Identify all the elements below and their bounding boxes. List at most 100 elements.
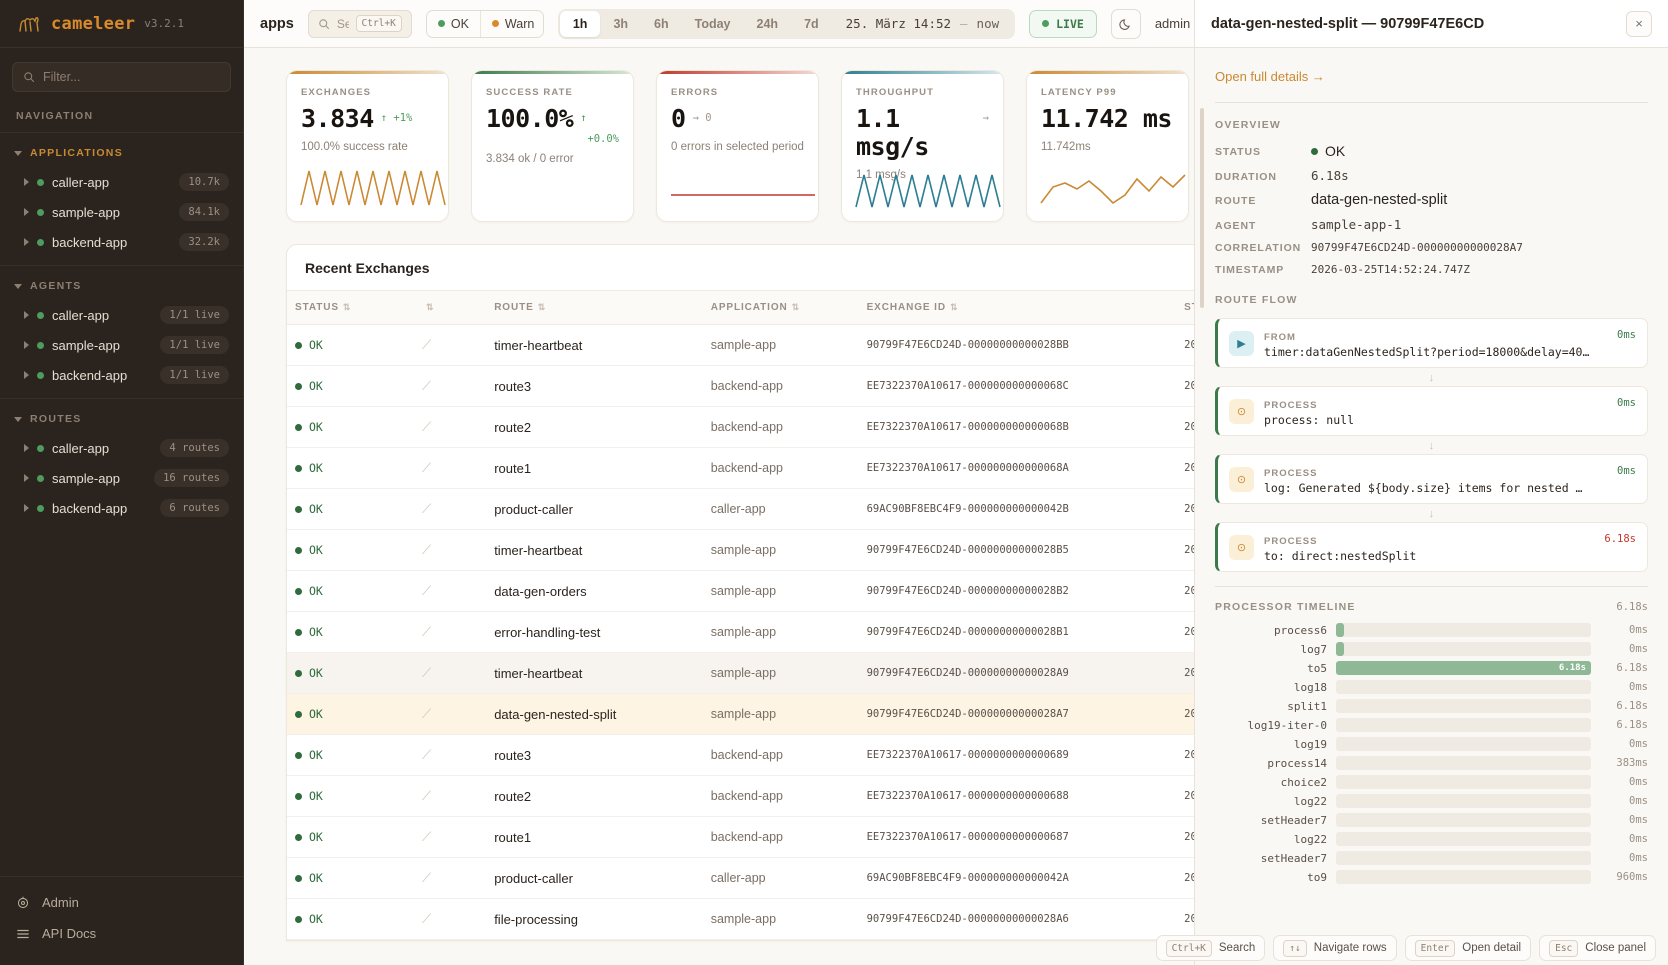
tab-range-today[interactable]: Today bbox=[694, 16, 731, 31]
tab-range-3h[interactable]: 3h bbox=[613, 16, 629, 31]
overview-value: 90799F47E6CD24D-00000000000028A7 bbox=[1311, 241, 1523, 254]
sidebar-routes-backend-app[interactable]: backend-app 6 routes bbox=[0, 493, 243, 523]
panel-scrollbar[interactable] bbox=[1200, 108, 1204, 308]
sparkline-errors bbox=[671, 194, 815, 196]
cell-exchange-id: 90799F47E6CD24D-00000000000028B1 bbox=[858, 611, 1177, 653]
sidebar-item-admin[interactable]: Admin bbox=[0, 887, 243, 918]
timeline-row[interactable]: log22 0ms bbox=[1215, 794, 1648, 808]
kpi-card-throughput[interactable]: THROUGHPUT 1.1 msg/s → 1.1 msg/s bbox=[841, 70, 1004, 222]
timeline-row[interactable]: log22 0ms bbox=[1215, 832, 1648, 846]
overview-row-agent: AGENT sample-app-1 bbox=[1215, 217, 1648, 232]
chip-ok[interactable]: OK bbox=[427, 10, 481, 37]
col-spark[interactable]: ⇅ bbox=[414, 291, 487, 325]
sidebar-item-badge: 1/1 live bbox=[160, 366, 229, 384]
sidebar-routes-caller-app[interactable]: caller-app 4 routes bbox=[0, 433, 243, 463]
sidebar-item-caller-app[interactable]: caller-app 10.7k bbox=[0, 167, 243, 197]
route-flow-step[interactable]: ▶ FROM timer:dataGenNestedSplit?period=180… bbox=[1215, 318, 1648, 368]
cell-sparkline: ⟋ bbox=[414, 775, 487, 817]
timeline-row[interactable]: to9 960ms bbox=[1215, 870, 1648, 884]
timeline-row[interactable]: setHeader7 0ms bbox=[1215, 851, 1648, 865]
section-header-routes[interactable]: ROUTES bbox=[0, 409, 243, 433]
sidebar-item-label: caller-app bbox=[52, 174, 110, 190]
search-icon bbox=[24, 72, 35, 83]
open-full-details-link[interactable]: Open full details → bbox=[1215, 69, 1325, 84]
sort-icon: ⇅ bbox=[342, 302, 352, 312]
filter-box[interactable] bbox=[12, 62, 231, 92]
timeline-duration: 0ms bbox=[1629, 738, 1648, 750]
timeline-row[interactable]: log18 0ms bbox=[1215, 680, 1648, 694]
tab-range-1h[interactable]: 1h bbox=[559, 10, 601, 37]
timeline-bar-track bbox=[1336, 756, 1591, 770]
sidebar-item-backend-app[interactable]: backend-app 32.2k bbox=[0, 227, 243, 257]
route-flow-step[interactable]: ⊙ PROCESS log: Generated ${body.size} item… bbox=[1215, 454, 1648, 504]
cell-exchange-id: EE7322370A10617-000000000000068B bbox=[858, 406, 1177, 448]
search-input[interactable]: Sea... Ctrl+K bbox=[307, 9, 412, 38]
sidebar-item-api-docs[interactable]: API Docs bbox=[0, 918, 243, 949]
cell-exchange-id: 90799F47E6CD24D-00000000000028B2 bbox=[858, 570, 1177, 612]
cell-sparkline: ⟋ bbox=[414, 365, 487, 407]
theme-toggle-button[interactable] bbox=[1110, 8, 1141, 39]
flow-step-value: log: Generated ${body.size} items for ne… bbox=[1264, 481, 1583, 495]
chevron-right-icon bbox=[24, 371, 29, 379]
cell-route: error-handling-test bbox=[486, 611, 703, 653]
close-icon[interactable]: × bbox=[1626, 10, 1652, 37]
tab-range-6h[interactable]: 6h bbox=[654, 16, 669, 31]
timeline-row[interactable]: log19-iter-0 6.18s bbox=[1215, 718, 1648, 732]
overview-key: TIMESTAMP bbox=[1215, 264, 1285, 276]
kpi-card-errors[interactable]: ERRORS 0 → 0 0 errors in selected period bbox=[656, 70, 819, 222]
flow-step-value: process: null bbox=[1264, 413, 1355, 427]
filter-input[interactable] bbox=[43, 70, 220, 84]
kpi-card-exchanges[interactable]: EXCHANGES 3.834 ↑ +1% 100.0% success rat… bbox=[286, 70, 449, 222]
chip-warn[interactable]: Warn bbox=[481, 11, 543, 37]
gear-icon bbox=[17, 896, 29, 908]
timeline-row[interactable]: split1 6.18s bbox=[1215, 699, 1648, 713]
section-header-applications[interactable]: APPLICATIONS bbox=[0, 143, 243, 167]
kpi-label: THROUGHPUT bbox=[856, 87, 935, 98]
timeline-row[interactable]: choice2 0ms bbox=[1215, 775, 1648, 789]
sidebar-routes-sample-app[interactable]: sample-app 16 routes bbox=[0, 463, 243, 493]
nav-heading: NAVIGATION bbox=[16, 110, 94, 122]
timeline-row[interactable]: process14 383ms bbox=[1215, 756, 1648, 770]
timeline-row[interactable]: log7 0ms bbox=[1215, 642, 1648, 656]
sparkline-throughput bbox=[855, 174, 1001, 208]
sidebar-agent-caller-app[interactable]: caller-app 1/1 live bbox=[0, 300, 243, 330]
tab-range-24h[interactable]: 24h bbox=[756, 16, 779, 31]
status-dot bbox=[37, 178, 44, 186]
shortcut-search[interactable]: Ctrl+K Search bbox=[1155, 935, 1266, 961]
shortcut-close-panel[interactable]: Esc Close panel bbox=[1539, 935, 1656, 961]
kpi-delta: → 0 bbox=[692, 112, 712, 124]
cell-application: backend-app bbox=[702, 365, 859, 407]
chevron-right-icon bbox=[24, 504, 29, 512]
panel-title: data-gen-nested-split — 90799F47E6CD bbox=[1211, 15, 1485, 32]
timeline-row[interactable]: to5 6.18s 6.18s bbox=[1215, 661, 1648, 675]
cell-application: sample-app bbox=[702, 529, 859, 571]
kpi-card-latency-p99[interactable]: LATENCY P99 11.742 ms 11.742ms bbox=[1026, 70, 1189, 222]
timeline-row[interactable]: log19 0ms bbox=[1215, 737, 1648, 751]
shortcut-open-detail[interactable]: Enter Open detail bbox=[1404, 935, 1532, 961]
route-flow-step[interactable]: ⊙ PROCESS to: direct:nestedSplit 6.18s bbox=[1215, 522, 1648, 572]
live-toggle-button[interactable]: LIVE bbox=[1029, 9, 1097, 38]
time-range-display[interactable]: 25. März 14:52 — now bbox=[832, 16, 1013, 31]
timeline-processor-name: log22 bbox=[1293, 794, 1327, 808]
kpi-card-success-rate[interactable]: SUCCESS RATE 100.0% ↑ +0.0% 3.834 ok / 0… bbox=[471, 70, 634, 222]
sidebar-item-sample-app[interactable]: sample-app 84.1k bbox=[0, 197, 243, 227]
kpi-row: EXCHANGES 3.834 ↑ +1% 100.0% success rat… bbox=[244, 70, 1668, 222]
route-flow-step[interactable]: ⊙ PROCESS process: null 0ms bbox=[1215, 386, 1648, 436]
sidebar-agent-sample-app[interactable]: sample-app 1/1 live bbox=[0, 330, 243, 360]
timeline-row[interactable]: process6 0ms bbox=[1215, 623, 1648, 637]
tab-range-7d[interactable]: 7d bbox=[804, 16, 819, 31]
col-application[interactable]: APPLICATION ⇅ bbox=[702, 291, 859, 325]
shortcut-label: Close panel bbox=[1585, 942, 1646, 954]
brand[interactable]: cameleer v3.2.1 bbox=[0, 0, 243, 48]
sidebar-agent-backend-app[interactable]: backend-app 1/1 live bbox=[0, 360, 243, 390]
col-exchange-id[interactable]: EXCHANGE ID ⇅ bbox=[858, 291, 1177, 325]
section-header-agents[interactable]: AGENTS bbox=[0, 276, 243, 300]
overview-row-status: STATUS OK bbox=[1215, 143, 1648, 159]
sidebar-item-label: sample-app bbox=[52, 470, 120, 486]
col-status[interactable]: STATUS ⇅ bbox=[287, 291, 415, 325]
cell-status: OK bbox=[287, 816, 415, 858]
timeline-row[interactable]: setHeader7 0ms bbox=[1215, 813, 1648, 827]
col-route[interactable]: ROUTE ⇅ bbox=[486, 291, 703, 325]
shortcut-navigate[interactable]: ↑↓ Navigate rows bbox=[1273, 935, 1397, 961]
flow-arrow-icon: ↓ bbox=[1428, 440, 1435, 452]
